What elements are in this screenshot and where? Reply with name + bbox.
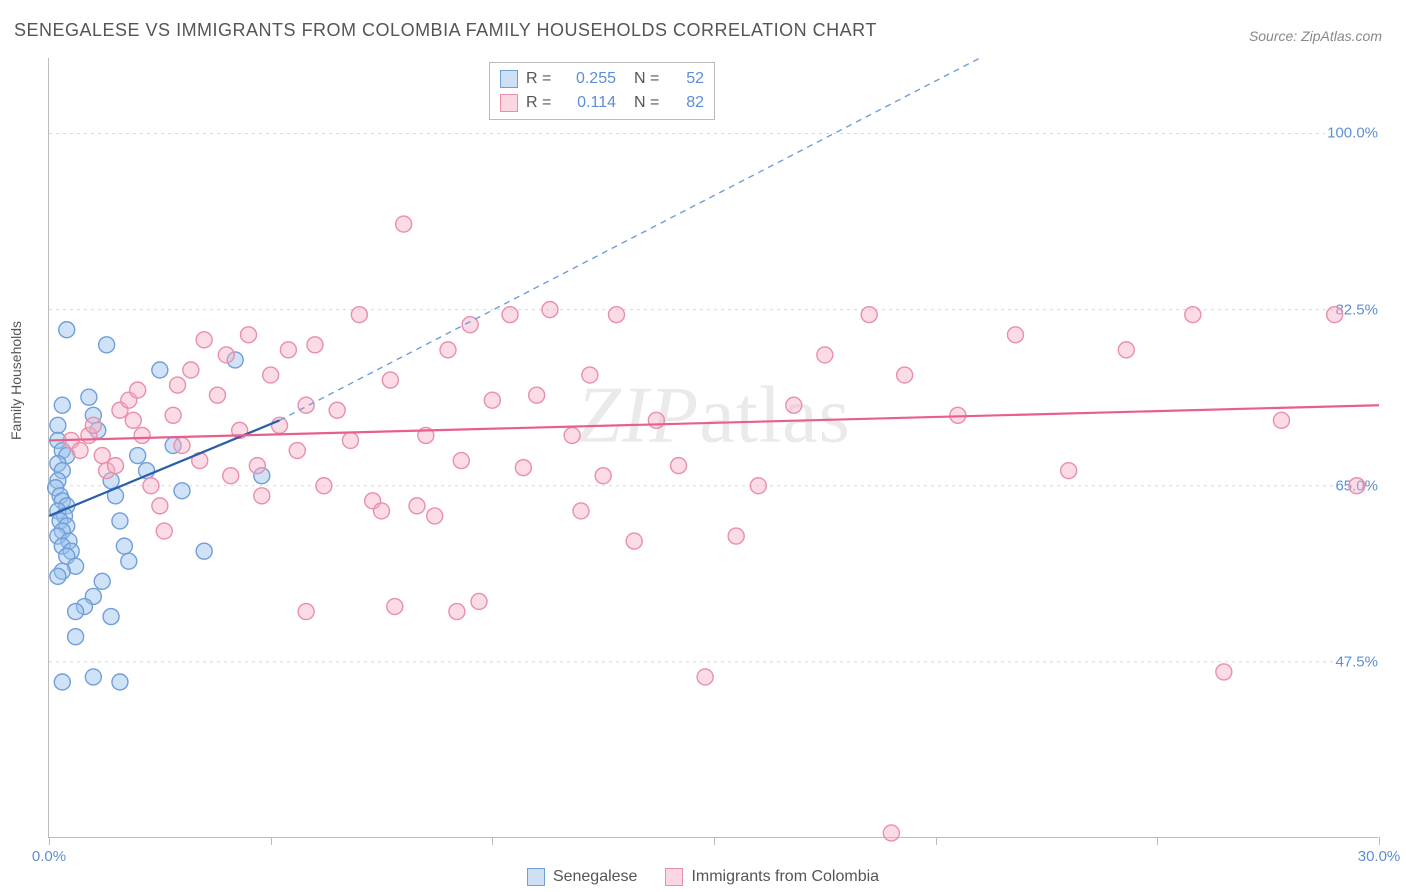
trend-line <box>49 405 1379 440</box>
stats-legend-row: R = 0.114 N = 82 <box>500 91 704 115</box>
series-legend-item: Senegalese <box>527 868 638 886</box>
chart-title: SENEGALESE VS IMMIGRANTS FROM COLOMBIA F… <box>14 20 877 41</box>
r-label: R = <box>526 94 554 112</box>
stats-legend-row: R = 0.255 N = 52 <box>500 67 704 91</box>
y-axis-label: Family Households <box>8 321 24 440</box>
r-value: 0.114 <box>562 94 616 112</box>
source-name: ZipAtlas.com <box>1301 28 1382 44</box>
series-legend: Senegalese Immigrants from Colombia <box>0 868 1406 886</box>
x-tick-label: 0.0% <box>32 848 66 865</box>
series-legend-label: Senegalese <box>553 868 638 886</box>
series-legend-item: Immigrants from Colombia <box>665 868 879 886</box>
legend-swatch <box>665 868 683 886</box>
source-prefix: Source: <box>1249 28 1301 44</box>
trend-lines-layer <box>49 58 1378 837</box>
r-value: 0.255 <box>562 70 616 88</box>
x-tick <box>492 837 493 845</box>
x-tick <box>1157 837 1158 845</box>
series-legend-label: Immigrants from Colombia <box>691 868 879 886</box>
x-tick <box>271 837 272 845</box>
x-tick <box>49 837 50 845</box>
source-attribution: Source: ZipAtlas.com <box>1249 28 1382 44</box>
n-label: N = <box>634 70 662 88</box>
n-value: 82 <box>670 94 704 112</box>
scatter-plot: ZIPatlas R =0.255N =52R =0.114N =82 47.5… <box>48 58 1378 838</box>
x-tick <box>936 837 937 845</box>
x-tick-label: 30.0% <box>1358 848 1401 865</box>
x-tick <box>1379 837 1380 845</box>
stats-legend: R = 0.255 N = 52 R = 0.114 N = 82 <box>489 62 715 120</box>
legend-swatch <box>527 868 545 886</box>
r-label: R = <box>526 70 554 88</box>
legend-swatch <box>500 94 518 112</box>
n-label: N = <box>634 94 662 112</box>
x-tick <box>714 837 715 845</box>
legend-swatch <box>500 70 518 88</box>
n-value: 52 <box>670 70 704 88</box>
